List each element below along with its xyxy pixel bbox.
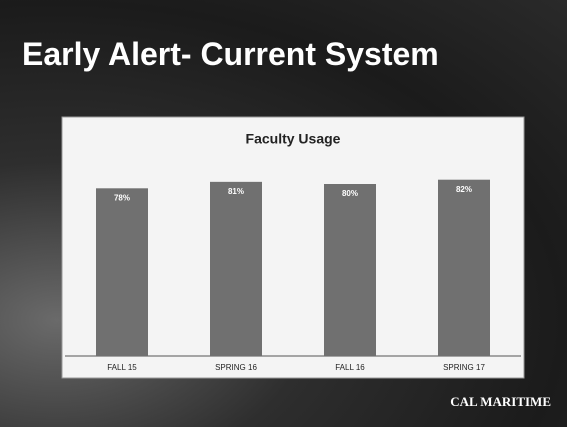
x-tick-label: SPRING 16 (215, 363, 257, 372)
chart: Faculty Usage FALL 15 78% SPRING 16 81% FALL… (0, 0, 567, 427)
x-tick-label: SPRING 17 (443, 363, 485, 372)
bar (324, 184, 376, 356)
data-label: 80% (342, 189, 358, 198)
data-label: 81% (228, 187, 244, 196)
chart-title: Faculty Usage (246, 131, 341, 147)
bar (96, 188, 148, 356)
bar (210, 182, 262, 356)
data-label: 82% (456, 185, 472, 194)
x-tick-label: FALL 16 (335, 363, 365, 372)
slide: Early Alert- Current System Faculty Usag… (0, 0, 567, 427)
x-tick-label: FALL 15 (107, 363, 137, 372)
logo: CAL MARITIME (450, 394, 551, 410)
bar (438, 180, 490, 356)
data-label: 78% (114, 193, 130, 202)
